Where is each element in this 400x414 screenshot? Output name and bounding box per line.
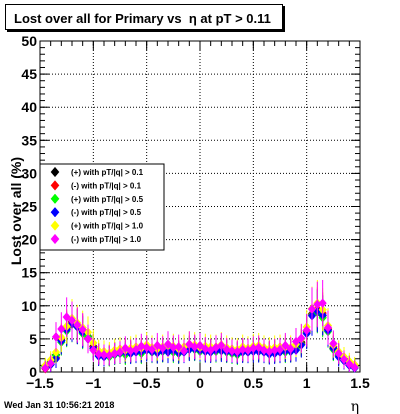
data-point	[275, 344, 285, 355]
data-point	[297, 333, 306, 344]
legend-label: (+) with pT/|q| > 0.5	[71, 195, 144, 204]
x-tick-label: 0	[196, 375, 204, 391]
data-point	[62, 312, 71, 322]
x-tick-label: −0.5	[133, 375, 161, 391]
data-point	[281, 340, 290, 351]
data-point	[195, 340, 205, 351]
data-point	[350, 362, 359, 373]
data-point	[302, 325, 311, 336]
data-points	[41, 279, 359, 374]
title-box	[5, 4, 283, 30]
x-tick-label: −1	[85, 375, 101, 391]
data-point	[291, 336, 301, 347]
y-tick-label: 0	[29, 364, 37, 380]
legend-marker	[50, 220, 60, 231]
y-tick-label: 35	[21, 132, 37, 148]
data-point	[83, 334, 93, 344]
data-point	[179, 345, 189, 356]
data-point	[329, 338, 338, 349]
legend-label: (-) with pT/|q| > 1.0	[71, 235, 142, 244]
y-tick-label: 15	[21, 265, 37, 281]
legend-marker	[50, 233, 60, 245]
y-axis-label: Lost over all (%)	[8, 157, 24, 265]
data-point	[158, 343, 167, 354]
y-tick-label: 40	[21, 99, 37, 115]
data-point	[89, 345, 98, 356]
series-6	[41, 279, 359, 373]
legend-label: (+) with pT/|q| > 0.1	[71, 168, 144, 177]
x-tick-label: 1.5	[350, 375, 370, 391]
legend-label: (+) with pT/|q| > 1.0	[71, 222, 144, 231]
data-point	[51, 347, 61, 358]
x-tick-label: 1	[303, 375, 311, 391]
data-point	[57, 324, 66, 334]
data-point	[286, 343, 295, 354]
y-tick-label: 25	[21, 199, 37, 215]
data-point	[46, 358, 55, 369]
data-point	[115, 347, 125, 358]
data-point	[222, 344, 231, 355]
data-point	[51, 332, 61, 342]
data-point	[174, 341, 183, 352]
y-tick-label: 5	[29, 331, 37, 347]
data-point	[94, 349, 103, 360]
data-point	[131, 344, 141, 355]
data-point	[339, 354, 349, 365]
data-point	[99, 349, 109, 360]
data-point	[73, 320, 82, 330]
x-tick-label: −1.5	[26, 375, 54, 391]
data-point	[259, 345, 269, 356]
data-point	[307, 304, 317, 314]
data-point	[41, 363, 50, 373]
y-tick-label: 20	[21, 232, 37, 248]
data-point	[201, 343, 210, 354]
legend-marker	[50, 166, 60, 178]
x-tick-label: 0.5	[244, 375, 264, 391]
data-point	[238, 344, 247, 355]
y-tick-label: 50	[21, 33, 37, 49]
data-point	[67, 315, 77, 326]
data-point	[78, 324, 87, 335]
legend-marker	[50, 193, 60, 204]
data-point	[323, 322, 333, 333]
chart-title: Lost over all for Primary vs η at pT > 0…	[14, 11, 271, 26]
data-point	[345, 359, 354, 369]
data-point	[227, 345, 237, 356]
y-tick-label: 45	[21, 66, 37, 82]
data-point	[334, 348, 343, 359]
data-point	[137, 341, 146, 352]
data-point	[147, 344, 157, 355]
timestamp: Wed Jan 31 10:56:21 2018	[4, 400, 115, 410]
legend-label: (-) with pT/|q| > 0.1	[71, 181, 142, 190]
y-tick-label: 10	[21, 298, 37, 314]
data-point	[217, 340, 226, 351]
legend-box	[39, 163, 165, 251]
legend: (+) with pT/|q| > 0.1 (-) with pT/|q| > 0…	[39, 163, 165, 251]
y-tick-label: 30	[21, 165, 37, 181]
data-point	[163, 339, 173, 350]
legend-label: (-) with pT/|q| > 0.5	[71, 208, 142, 217]
legend-marker	[50, 180, 60, 191]
x-axis-label: η	[351, 399, 359, 414]
data-point	[318, 298, 327, 309]
legend-marker	[50, 207, 60, 218]
